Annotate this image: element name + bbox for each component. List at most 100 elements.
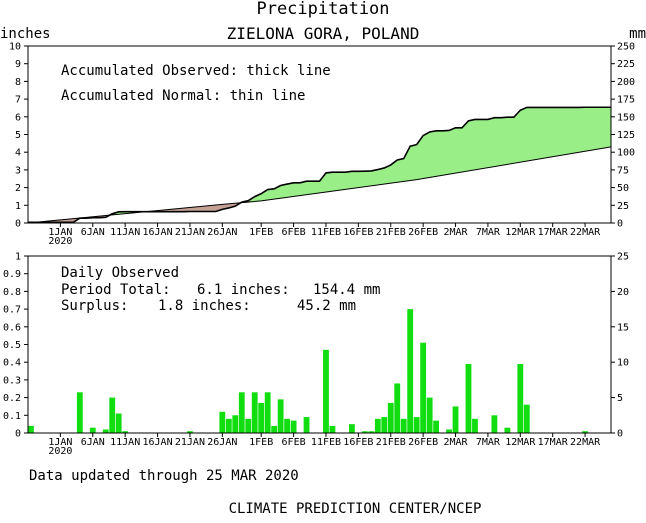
bottom-x-tick-label: 12MAR	[505, 437, 536, 448]
daily-bar	[452, 406, 459, 433]
top-x-tick-label: 11JAN	[110, 227, 140, 238]
surplus-area	[241, 107, 611, 203]
bottom-right-tick-label: 10	[617, 358, 629, 369]
bottom-right-tick-label: 20	[617, 287, 629, 298]
period-total-label: Period Total:	[61, 282, 171, 298]
daily-bar	[303, 417, 310, 433]
period-total-inches: 6.1 inches:	[197, 282, 290, 298]
top-right-tick-label: 25	[617, 201, 629, 212]
bottom-x-tick-label: 1JAN	[48, 437, 72, 448]
accumulated-observed-line	[28, 106, 611, 224]
bottom-x-tick-label: 7MAR	[476, 437, 501, 448]
chart-title: Precipitation	[256, 0, 389, 19]
top-x-tick-label: 11FEB	[311, 227, 341, 238]
top-left-tick-label: 0	[15, 219, 21, 230]
daily-bar	[517, 363, 524, 433]
surplus-inches: 1.8 inches:	[158, 298, 251, 314]
top-right-tick-label: 100	[617, 148, 635, 159]
daily-bar	[238, 392, 245, 433]
bottom-x-tick-label: 1FEB	[249, 437, 273, 448]
daily-bar	[368, 431, 375, 433]
daily-bar	[420, 342, 427, 433]
period-total-mm: 154.4 mm	[313, 282, 380, 298]
bottom-left-tick-label: 0.2	[3, 393, 21, 404]
accumulated-panel: 0123456789100255075100125150175200225250…	[9, 42, 635, 248]
daily-bar	[465, 363, 472, 433]
top-left-tick-label: 2	[15, 183, 21, 194]
daily-bar	[491, 415, 498, 433]
daily-bar	[582, 431, 588, 433]
top-left-tick-label: 1	[15, 201, 21, 212]
surplus-label: Surplus:	[61, 298, 128, 314]
daily-bar	[407, 309, 414, 433]
bottom-x-tick-label: 16JAN	[143, 437, 173, 448]
daily-bar	[115, 413, 122, 433]
daily-bar	[251, 392, 258, 433]
daily-bar	[271, 425, 278, 433]
top-right-tick-label: 150	[617, 112, 635, 123]
top-right-tick-label: 125	[617, 130, 635, 141]
daily-bar	[348, 424, 355, 433]
daily-bar	[523, 404, 530, 433]
daily-bar	[400, 418, 407, 433]
daily-bar	[102, 429, 109, 433]
top-right-tick-label: 250	[617, 42, 635, 53]
daily-bar	[374, 418, 381, 433]
top-x-tick-label: 21FEB	[376, 227, 406, 238]
top-x-tick-label: 1FEB	[249, 227, 273, 238]
top-x-tick-label: 16JAN	[143, 227, 173, 238]
accumulated-normal-line	[27, 146, 612, 224]
bottom-x-tick-label: 21FEB	[376, 437, 406, 448]
top-left-tick-label: 5	[15, 130, 21, 141]
bottom-left-tick-label: 0.3	[3, 375, 21, 386]
top-right-tick-label: 50	[617, 183, 629, 194]
top-x-tick-label: 1JAN	[48, 227, 72, 238]
location-title: ZIELONA GORA, POLAND	[227, 24, 420, 43]
daily-panel: 00.10.20.30.40.50.60.70.80.9105101520251…	[3, 252, 629, 458]
top-left-tick-label: 6	[15, 112, 21, 123]
bottom-x-tick-label: 26FEB	[408, 437, 438, 448]
deficit-area	[147, 202, 242, 212]
top-right-tick-label: 225	[617, 59, 635, 70]
top-x-tick-label: 21JAN	[175, 227, 205, 238]
bottom-right-tick-label: 0	[617, 429, 623, 440]
top-left-tick-label: 10	[9, 42, 21, 53]
daily-bar	[426, 397, 433, 433]
daily-bar	[381, 417, 388, 433]
daily-bar	[258, 402, 265, 433]
bottom-left-tick-label: 0.8	[3, 287, 21, 298]
bottom-left-tick-label: 0.1	[3, 411, 21, 422]
top-x-tick-label: 26FEB	[408, 227, 438, 238]
daily-bar	[284, 418, 291, 433]
top-x-tick-label: 2MAR	[443, 227, 468, 238]
bottom-left-tick-label: 1	[15, 252, 21, 263]
daily-bar	[323, 349, 329, 433]
top-right-tick-label: 175	[617, 95, 635, 106]
credit-line: CLIMATE PREDICTION CENTER/NCEP	[229, 501, 482, 517]
daily-bar	[76, 392, 83, 433]
bottom-x-tick-label: 16FEB	[343, 437, 373, 448]
daily-bar	[446, 429, 452, 433]
daily-bar	[245, 418, 252, 433]
daily-bar	[387, 402, 394, 433]
bottom-left-tick-label: 0	[15, 429, 21, 440]
bottom-right-tick-label: 25	[617, 252, 629, 263]
top-x-tick-label: 22MAR	[570, 227, 601, 238]
daily-heading: Daily Observed	[61, 265, 179, 281]
top-left-tick-label: 9	[15, 59, 21, 70]
top-x-tick-label: 26JAN	[207, 227, 237, 238]
top-right-tick-label: 0	[617, 219, 623, 230]
top-left-tick-label: 7	[15, 95, 21, 106]
daily-bar	[109, 397, 116, 433]
daily-bar	[187, 431, 193, 433]
daily-bar	[28, 425, 34, 433]
daily-bar	[122, 431, 129, 433]
daily-bar	[472, 418, 478, 433]
surplus-mm: 45.2 mm	[297, 298, 356, 314]
top-x-tick-label: 12MAR	[505, 227, 536, 238]
bottom-left-tick-label: 0.5	[3, 340, 21, 351]
bottom-year-label: 2020	[48, 446, 72, 457]
bottom-left-tick-label: 0.7	[3, 305, 21, 316]
top-year-label: 2020	[48, 236, 72, 247]
